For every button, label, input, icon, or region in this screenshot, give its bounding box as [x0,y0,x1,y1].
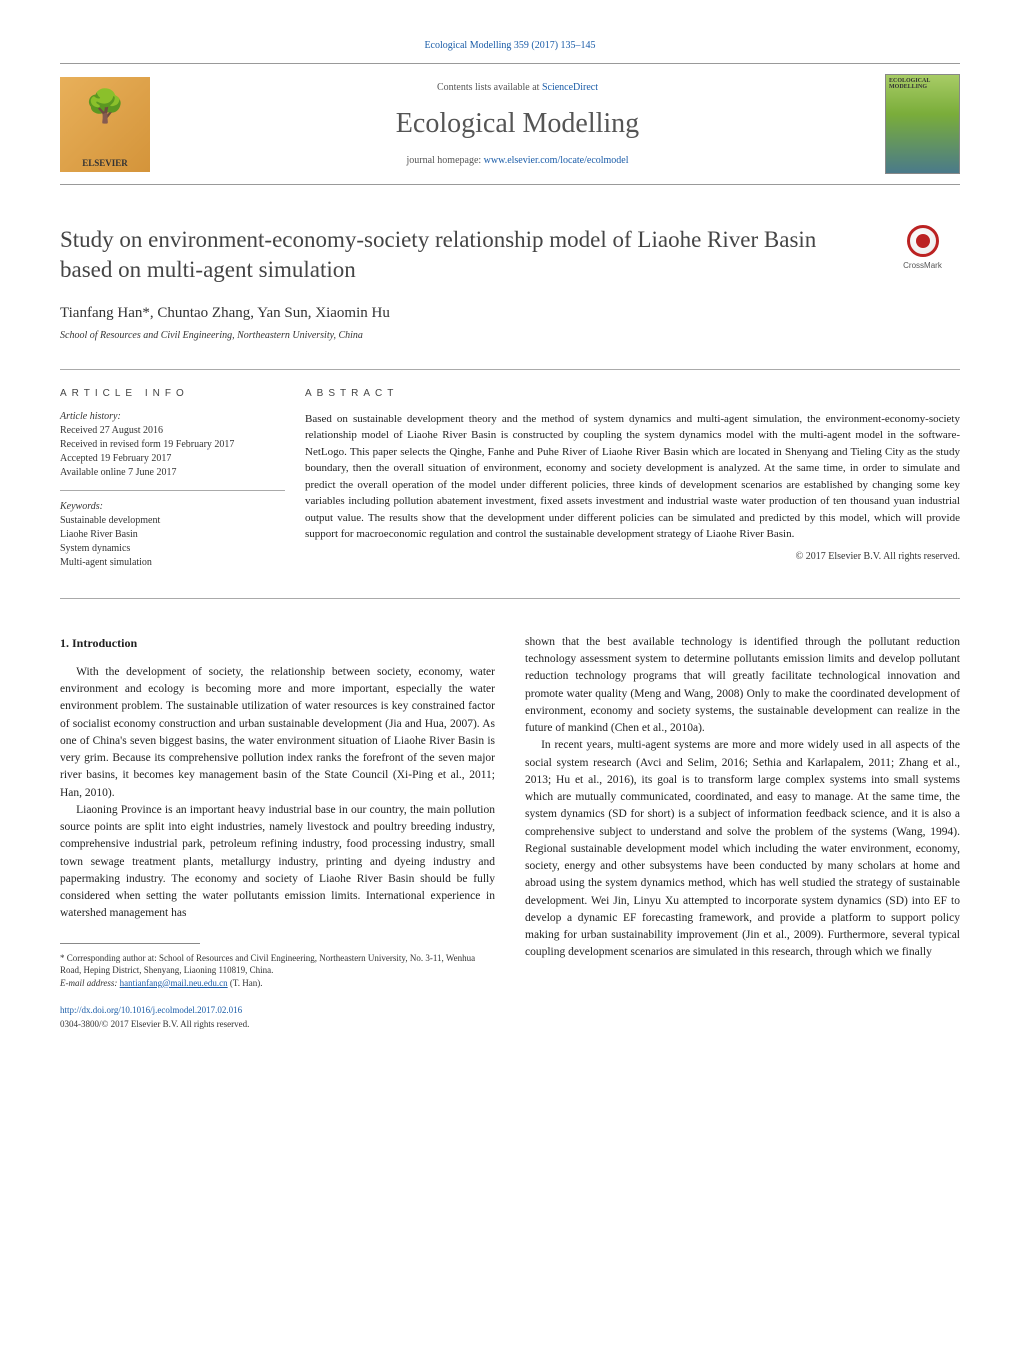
header-citation: Ecological Modelling 359 (2017) 135–145 [60,40,960,51]
keyword: Sustainable development [60,514,285,528]
article-info-heading: article info [60,388,285,399]
corresponding-author-footnote: * Corresponding author at: School of Res… [60,952,495,977]
doi-block: http://dx.doi.org/10.1016/j.ecolmodel.20… [60,1004,495,1031]
contents-lists-line: Contents lists available at ScienceDirec… [170,82,865,93]
keywords-label: Keywords: [60,501,285,512]
journal-cover-thumbnail: ECOLOGICAL MODELLING [885,74,960,174]
right-column: shown that the best available technology… [525,634,960,1032]
keywords-block: Keywords: Sustainable development Liaohe… [60,501,285,570]
keyword: Multi-agent simulation [60,556,285,570]
body-paragraph: With the development of society, the rel… [60,664,495,802]
abstract-heading: abstract [305,388,960,399]
email-label: E-mail address: [60,978,120,988]
cover-title: ECOLOGICAL MODELLING [889,78,956,90]
sciencedirect-link[interactable]: ScienceDirect [542,82,598,93]
affiliation: School of Resources and Civil Engineerin… [60,330,960,341]
history-line: Available online 7 June 2017 [60,466,285,480]
journal-homepage-line: journal homepage: www.elsevier.com/locat… [170,155,865,166]
journal-header-band: 🌳 ELSEVIER Contents lists available at S… [60,63,960,185]
crossmark-badge[interactable]: CrossMark [885,225,960,275]
article-history-block: Article history: Received 27 August 2016… [60,411,285,491]
keyword: System dynamics [60,542,285,556]
journal-name: Ecological Modelling [170,108,865,140]
history-line: Received in revised form 19 February 201… [60,438,285,452]
journal-info: Contents lists available at ScienceDirec… [150,82,885,166]
body-paragraph: Liaoning Province is an important heavy … [60,802,495,923]
homepage-prefix: journal homepage: [406,155,483,166]
section-heading: 1. Introduction [60,634,495,652]
article-title: Study on environment-economy-society rel… [60,225,865,285]
footnote-separator [60,943,200,944]
crossmark-label: CrossMark [885,261,960,270]
abstract-column: abstract Based on sustainable developmen… [305,370,960,598]
body-paragraph: In recent years, multi-agent systems are… [525,737,960,961]
body-paragraph: shown that the best available technology… [525,634,960,738]
doi-copyright: 0304-3800/© 2017 Elsevier B.V. All right… [60,1019,249,1029]
authors-line: Tianfang Han*, Chuntao Zhang, Yan Sun, X… [60,305,960,322]
history-line: Received 27 August 2016 [60,424,285,438]
email-link[interactable]: hantianfang@mail.neu.edu.cn [120,978,228,988]
body-two-columns: 1. Introduction With the development of … [60,634,960,1032]
publisher-logo: 🌳 ELSEVIER [60,77,150,172]
history-line: Accepted 19 February 2017 [60,452,285,466]
abstract-text: Based on sustainable development theory … [305,411,960,543]
email-suffix: (T. Han). [228,978,263,988]
email-footnote: E-mail address: hantianfang@mail.neu.edu… [60,977,495,990]
keyword: Liaohe River Basin [60,528,285,542]
crossmark-icon [907,225,939,257]
publisher-logo-text: ELSEVIER [82,158,128,168]
article-info-sidebar: article info Article history: Received 2… [60,370,305,598]
contents-prefix: Contents lists available at [437,82,542,93]
journal-homepage-link[interactable]: www.elsevier.com/locate/ecolmodel [484,155,629,166]
left-column: 1. Introduction With the development of … [60,634,495,1032]
history-label: Article history: [60,411,285,422]
tree-icon: 🌳 [85,87,125,125]
abstract-copyright: © 2017 Elsevier B.V. All rights reserved… [305,551,960,562]
doi-link[interactable]: http://dx.doi.org/10.1016/j.ecolmodel.20… [60,1005,242,1015]
